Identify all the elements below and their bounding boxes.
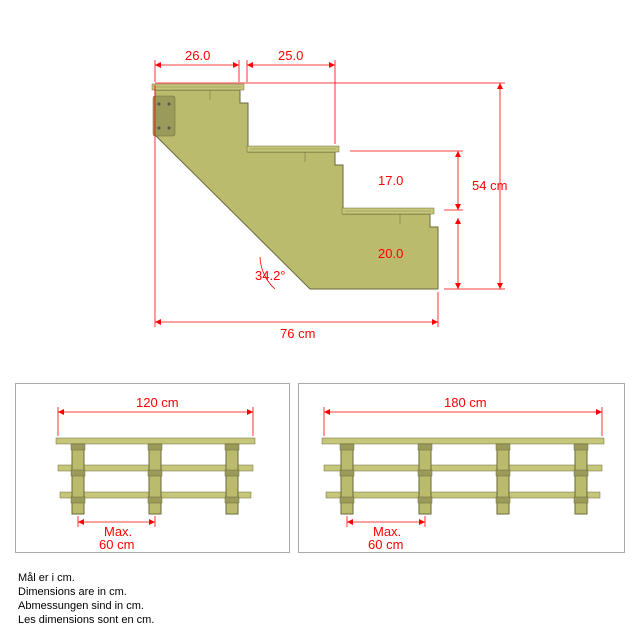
dim-total-height: 54 cm — [472, 178, 507, 193]
steps-front-120 — [56, 438, 255, 514]
footer-line-2: Dimensions are in cm. — [18, 586, 127, 598]
footer-line-3: Abmessungen sind in cm. — [18, 600, 144, 612]
panel-180cm: 180 cm — [298, 383, 625, 553]
main-stair-diagram: 26.0 25.0 17.0 20.0 54 cm 76 cm 34.2° — [0, 0, 640, 380]
footer-line-1: Mål er i cm. — [18, 572, 75, 584]
footer-line-4: Les dimensions sont en cm. — [18, 614, 154, 626]
panel-left-max-value: 60 cm — [99, 537, 134, 552]
steps-front-180 — [322, 438, 604, 514]
dim-base: 20.0 — [378, 246, 403, 261]
dim-total-depth: 76 cm — [280, 326, 315, 341]
panel-120cm: 120 cm Max. 60 cm — [15, 383, 290, 553]
dim-angle: 34.2° — [255, 268, 286, 283]
panel-left-width: 120 cm — [136, 395, 179, 410]
mounting-bracket — [153, 96, 175, 136]
panel-right-max-value: 60 cm — [368, 537, 403, 552]
dim-tread-top: 26.0 — [185, 48, 210, 63]
panel-right-width: 180 cm — [444, 395, 487, 410]
dim-tread: 25.0 — [278, 48, 303, 63]
dim-riser: 17.0 — [378, 173, 403, 188]
